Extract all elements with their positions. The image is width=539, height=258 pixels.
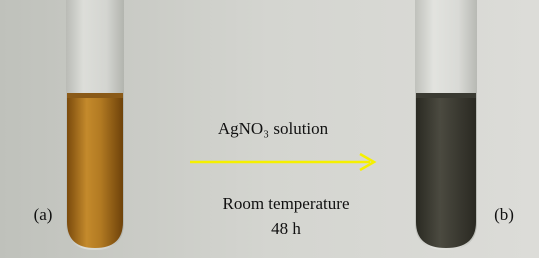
sample-label: (a) — [34, 205, 53, 224]
photo: AgNO₃ solution Room temperature 48 h (a)… — [0, 0, 539, 258]
time-label: 48 h — [271, 219, 301, 238]
meniscus — [67, 93, 123, 98]
sample-label: (b) — [494, 205, 514, 224]
reagent-label: AgNO₃ solution — [218, 119, 329, 138]
condition-label: Room temperature — [223, 194, 350, 213]
amber-solution — [67, 95, 123, 248]
dark-solution — [416, 95, 476, 248]
meniscus — [416, 93, 476, 98]
